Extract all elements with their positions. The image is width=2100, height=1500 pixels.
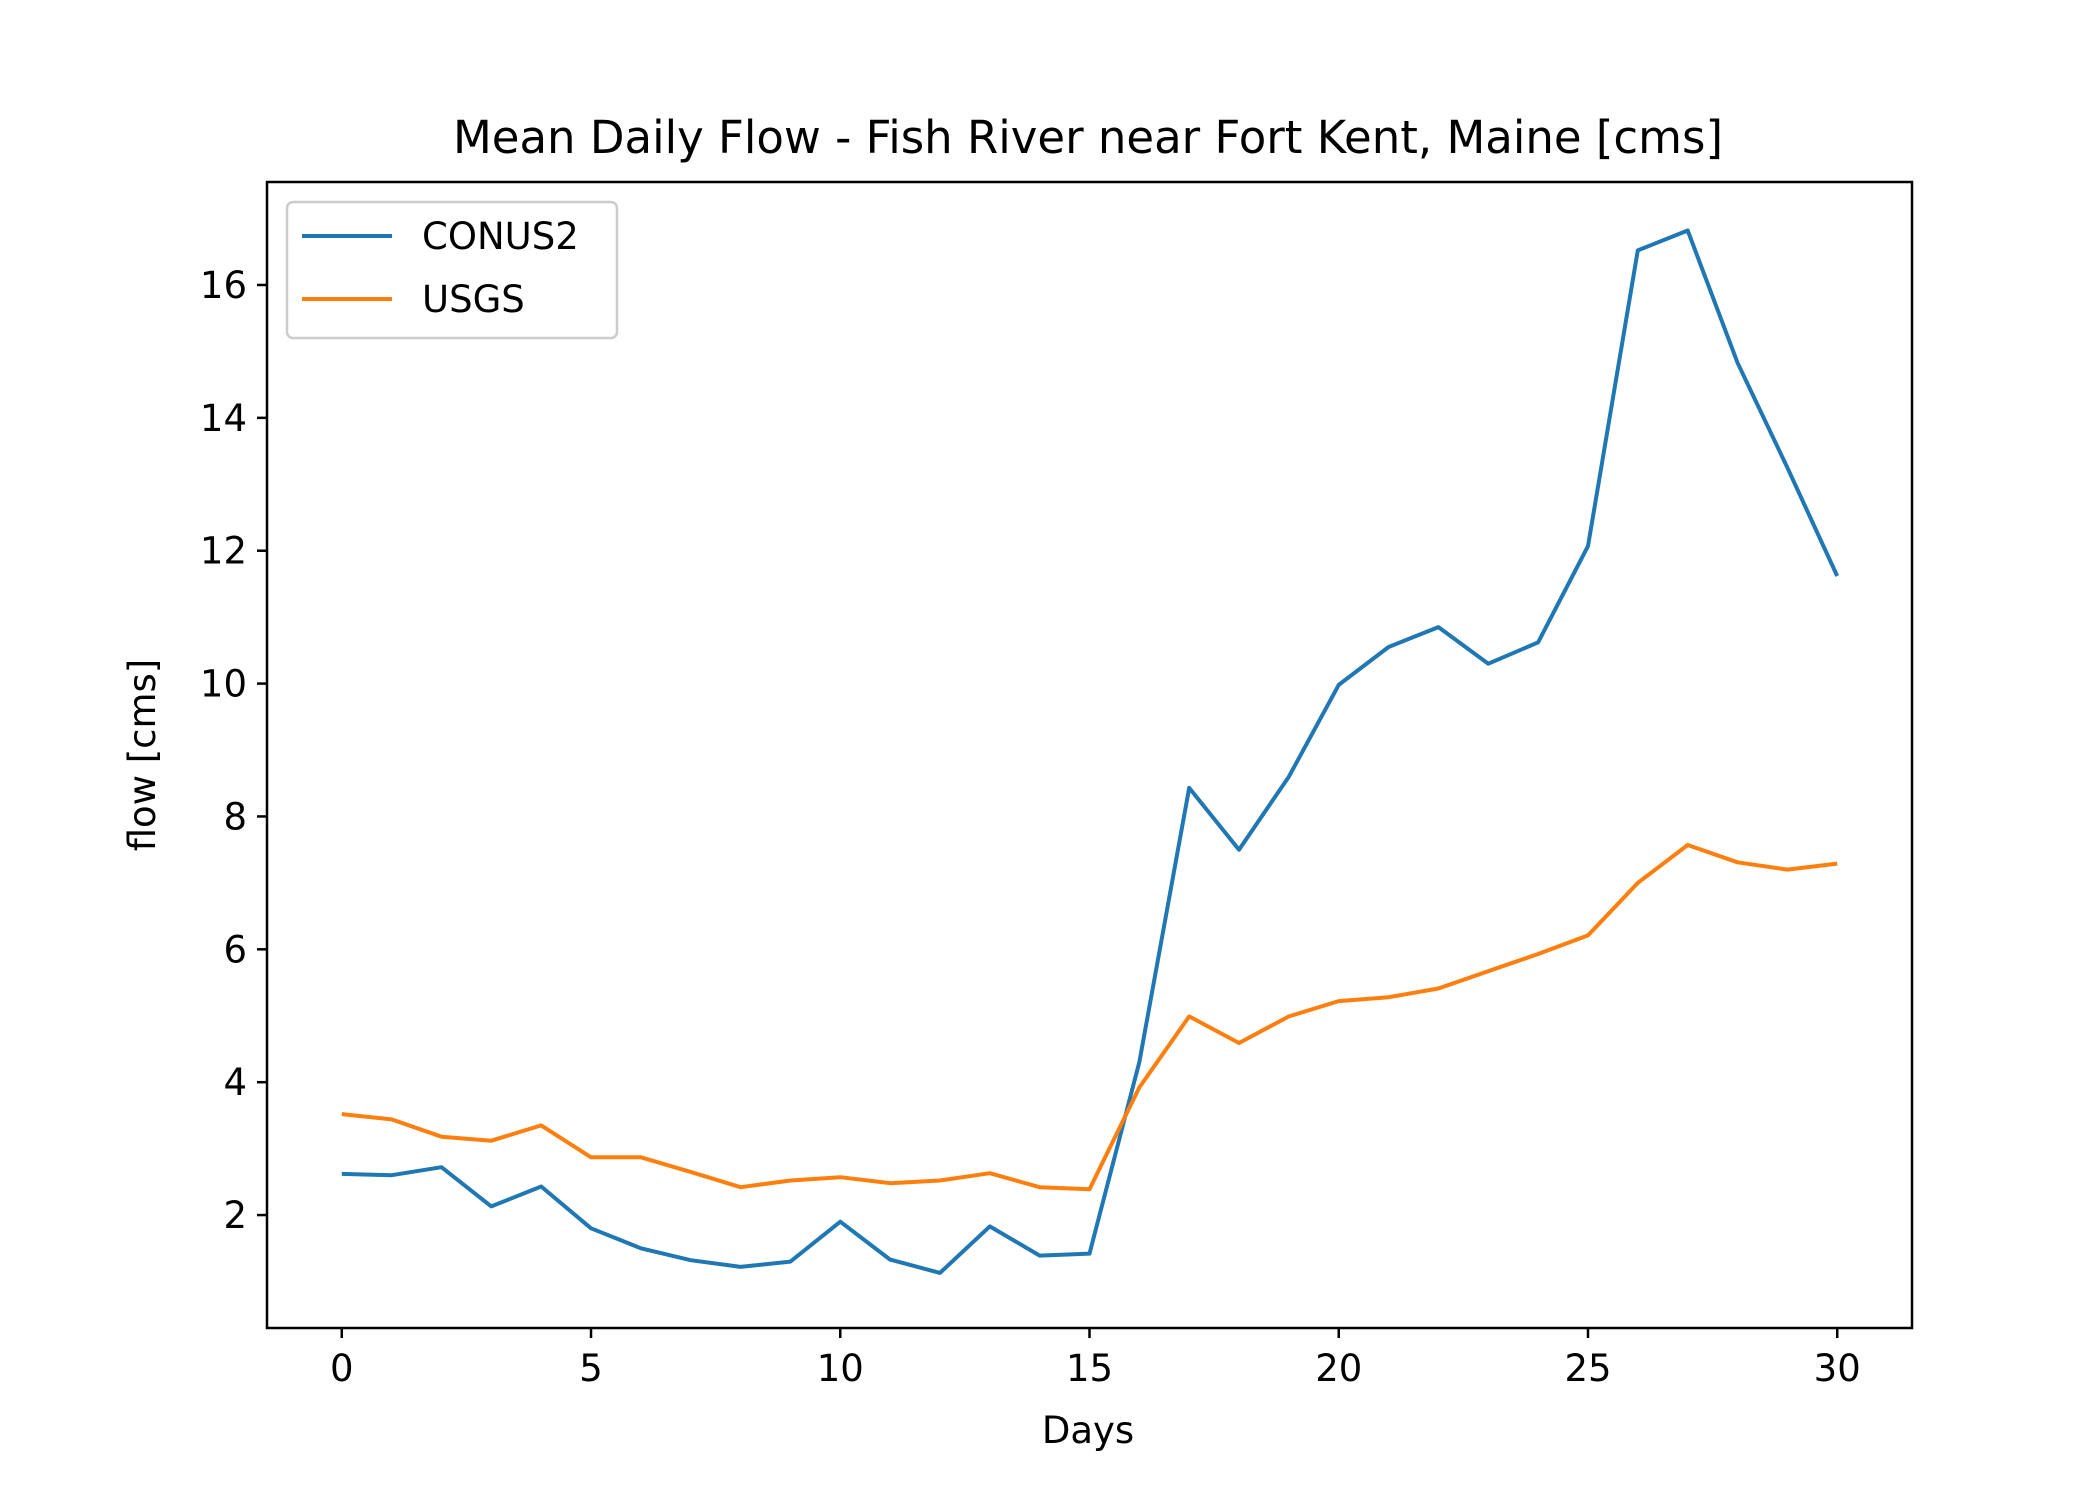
y-tick-label: 10 bbox=[200, 663, 247, 706]
legend-label-usgs: USGS bbox=[422, 278, 525, 321]
x-tick-label: 0 bbox=[330, 1347, 354, 1390]
legend: CONUS2 USGS bbox=[285, 200, 619, 340]
x-tick-label: 5 bbox=[579, 1347, 603, 1390]
y-tick-label: 12 bbox=[200, 530, 247, 573]
y-tick-label: 4 bbox=[223, 1061, 247, 1104]
y-tick-label: 14 bbox=[200, 397, 247, 440]
x-tick-label: 30 bbox=[1814, 1347, 1861, 1390]
y-tick-label: 6 bbox=[223, 928, 247, 971]
y-axis-label: flow [cms] bbox=[121, 659, 164, 852]
series-line-usgs bbox=[341, 843, 1838, 1192]
y-tick-label: 2 bbox=[223, 1194, 247, 1237]
y-tick-label: 16 bbox=[200, 264, 247, 307]
series-line-conus2 bbox=[341, 228, 1840, 1275]
x-axis: 0 5 10 15 20 25 30 bbox=[330, 1328, 1861, 1390]
legend-label-conus2: CONUS2 bbox=[422, 215, 579, 258]
y-tick-label: 8 bbox=[223, 795, 247, 838]
x-tick-label: 25 bbox=[1564, 1347, 1611, 1390]
x-tick-label: 10 bbox=[817, 1347, 864, 1390]
x-tick-label: 15 bbox=[1066, 1347, 1113, 1390]
x-tick-label: 20 bbox=[1315, 1347, 1362, 1390]
x-axis-label: Days bbox=[1042, 1409, 1134, 1452]
plot-layer bbox=[341, 228, 1840, 1275]
chart-title: Mean Daily Flow - Fish River near Fort K… bbox=[453, 111, 1723, 164]
y-axis: 2 4 6 8 10 12 14 16 bbox=[200, 264, 267, 1237]
plot-frame bbox=[265, 180, 1914, 1330]
